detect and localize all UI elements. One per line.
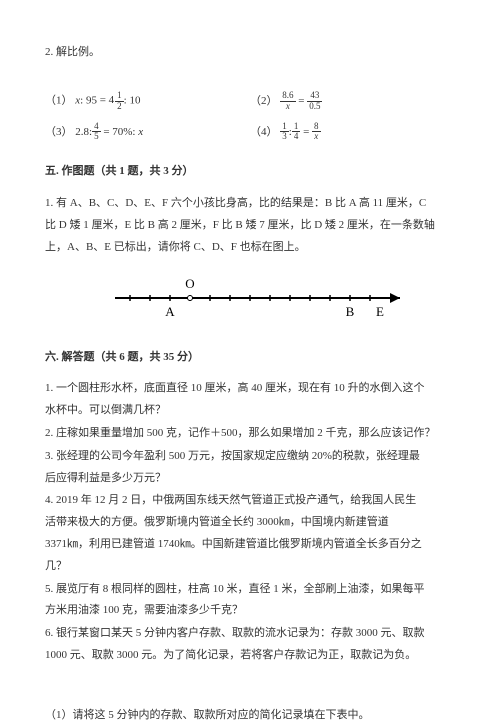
s6q2: 2. 庄稼如果重量增加 500 克，记作＋500，那么如果增加 2 千克，那么应… [45, 424, 455, 444]
s6q1-l1: 1. 一个圆柱形水杯，底面直径 10 厘米，高 40 厘米，现在有 10 升的水… [45, 379, 455, 399]
s6q1-l2: 水杯中。可以倒满几杯？ [45, 401, 455, 421]
s6q5-l2: 方米用油漆 100 克，需要油漆多少千克？ [45, 601, 455, 621]
eq1-den: 2 [115, 102, 124, 112]
s6q3-l2: 后应得利益是多少万元？ [45, 469, 455, 489]
equation-2: （2） 8.6x = 430.5 [250, 91, 455, 112]
eq3-a: 2.8: [75, 126, 92, 138]
sub-question-1: （1）请将这 5 分钟内的存款、取款所对应的简化记录填在下表中。 [45, 706, 455, 726]
eq1-mixed: 412 [109, 91, 124, 112]
eq1-whole: 4 [109, 91, 115, 111]
equation-3: （3） 2.8:45 = 70%: x [45, 122, 250, 143]
eq2-den1: x [280, 102, 295, 112]
eq3-frac: 45 [92, 122, 101, 143]
eq4-den3: x [312, 132, 321, 142]
eq3-label: （3） [45, 126, 73, 138]
eq4-den2: 4 [292, 132, 301, 142]
eq4-frac2: 14 [292, 122, 301, 143]
eq1-ratio1: : 95 = [80, 94, 106, 106]
eq2-frac2: 430.5 [307, 91, 322, 112]
section-5-title: 五. 作图题（共 1 题，共 3 分） [45, 162, 455, 182]
eq2-frac1: 8.6x [280, 91, 295, 112]
s6q4-l3: 3371㎞，利用已建管道 1740㎞。中国新建管道比俄罗斯境内管道全长多百分之 [45, 535, 455, 555]
eq4-label: （4） [250, 126, 278, 138]
eq2-equals: = [298, 95, 304, 107]
s6q6-l1: 6. 银行某窗口某天 5 分钟内客户存款、取款的流水记录为：存款 3000 元、… [45, 624, 455, 644]
equation-1: （1） x: 95 = 412: 10 [45, 91, 250, 112]
eq1-label: （1） [45, 94, 73, 106]
eq2-label: （2） [250, 95, 278, 107]
eq3-b: = 70%: [103, 126, 138, 138]
s5q1-line1: 1. 有 A、B、C、D、E、F 六个小孩比身高，比的结果是：B 比 A 高 1… [45, 194, 455, 214]
eq4-equals: = [303, 126, 309, 138]
equation-4: （4） 13:14 = 8x [250, 122, 455, 143]
eq1-ratio2: : 10 [124, 94, 141, 106]
eq4-frac1: 13 [280, 122, 289, 143]
svg-text:A: A [165, 304, 175, 319]
s6q6-l2: 1000 元、取款 3000 元。为了简化记录，若将客户存款记为正，取款记为负。 [45, 646, 455, 666]
svg-text:E: E [376, 304, 384, 319]
section-6-title: 六. 解答题（共 6 题，共 35 分） [45, 348, 455, 368]
s6q4-l1: 4. 2019 年 12 月 2 日，中俄两国东线天然气管道正式投产通气，给我国… [45, 491, 455, 511]
s6q4-l2: 活带来极大的方便。俄罗斯境内管道全长约 3000㎞，中国境内新建管道 [45, 513, 455, 533]
number-line-diagram: OA B E [45, 273, 455, 328]
eq4-den1: 3 [280, 132, 289, 142]
s6q3-l1: 3. 张经理的公司今年盈利 500 万元，按国家规定应缴纳 20%的税款，张经理… [45, 447, 455, 467]
s6q4-l4: 几？ [45, 557, 455, 577]
equation-row-1: （1） x: 95 = 412: 10 （2） 8.6x = 430.5 [45, 91, 455, 112]
svg-text:O: O [185, 276, 194, 291]
eq3-den: 5 [92, 132, 101, 142]
eq3-var: x [138, 126, 143, 138]
svg-text:B: B [346, 304, 355, 319]
s5q1-line2: 比 D 矮 1 厘米，E 比 B 高 2 厘米，F 比 B 矮 7 厘米，比 D… [45, 216, 455, 236]
eq4-frac3: 8x [312, 122, 321, 143]
s5q1-line3: 上，A、B、E 已标出，请你将 C、D、F 也标在图上。 [45, 238, 455, 258]
s6q5-l1: 5. 展览厅有 8 根同样的圆柱，柱高 10 米，直径 1 米，全部刷上油漆，如… [45, 580, 455, 600]
number-line-svg: OA B E [80, 273, 420, 328]
question-2-title: 2. 解比例。 [45, 43, 455, 63]
equation-row-2: （3） 2.8:45 = 70%: x （4） 13:14 = 8x [45, 122, 455, 143]
eq2-den2: 0.5 [307, 102, 322, 112]
